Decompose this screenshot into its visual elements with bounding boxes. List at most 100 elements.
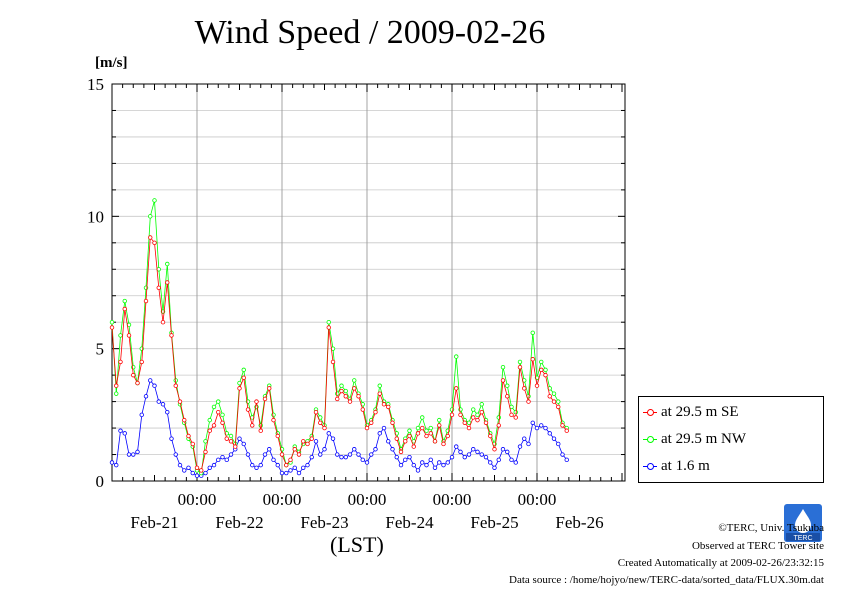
- x-tick-label-time: 00:00: [348, 490, 387, 509]
- data-point: [194, 465, 200, 470]
- data-point: [148, 214, 153, 219]
- legend-swatch-se: [643, 407, 657, 417]
- data-point: [143, 298, 149, 304]
- data-point: [441, 462, 446, 468]
- data-point: [160, 320, 166, 325]
- data-point: [560, 452, 565, 457]
- data-point: [207, 465, 212, 470]
- data-point: [500, 364, 506, 370]
- credit-created: Created Automatically at 2009-02-26/23:3…: [617, 557, 824, 569]
- logo-text: TERC: [793, 535, 812, 542]
- data-point: [279, 452, 285, 457]
- data-point: [339, 383, 344, 388]
- data-point: [292, 465, 297, 470]
- y-tick-label: 0: [96, 472, 105, 491]
- data-point: [305, 462, 310, 468]
- data-point: [369, 452, 374, 457]
- data-point: [356, 394, 361, 399]
- data-point: [517, 359, 523, 365]
- data-point: [152, 240, 157, 245]
- data-point: [547, 394, 552, 399]
- data-point: [250, 462, 255, 468]
- data-point: [398, 449, 404, 455]
- data-point: [369, 420, 374, 425]
- data-point: [432, 439, 438, 444]
- data-point: [279, 470, 285, 476]
- series-line: [111, 200, 568, 474]
- data-point: [190, 441, 195, 447]
- data-point: [165, 280, 170, 285]
- data-point: [182, 468, 187, 473]
- data-point: [556, 399, 561, 404]
- data-point: [449, 454, 455, 460]
- data-point: [131, 452, 136, 457]
- x-tick-label-time: 00:00: [433, 490, 472, 509]
- terc-logo-icon: TERC: [784, 504, 822, 542]
- data-point: [445, 433, 450, 439]
- data-point: [335, 452, 340, 457]
- data-point: [339, 454, 344, 460]
- data-point: [152, 383, 157, 388]
- data-point: [267, 447, 272, 452]
- data-point: [420, 415, 425, 420]
- data-point: [207, 417, 212, 423]
- x-tick-label-time: 00:00: [263, 490, 302, 509]
- data-point: [237, 386, 242, 391]
- data-point: [513, 415, 518, 420]
- data-point: [411, 462, 416, 468]
- data-point: [505, 449, 510, 455]
- data-point: [466, 452, 472, 457]
- data-point: [437, 423, 442, 428]
- data-point: [386, 439, 391, 444]
- data-point: [364, 425, 370, 431]
- data-point: [513, 460, 518, 465]
- data-point: [271, 457, 276, 463]
- credit-observed: Observed at TERC Tower site: [691, 540, 824, 552]
- data-point: [526, 399, 531, 404]
- data-point: [534, 383, 540, 388]
- data-point: [288, 468, 293, 473]
- data-point: [224, 436, 229, 441]
- data-point: [356, 452, 361, 457]
- data-point: [169, 333, 174, 338]
- data-point: [275, 462, 280, 468]
- x-tick-label-date: Feb-26: [555, 513, 603, 532]
- series-0: [109, 235, 569, 473]
- data-point: [492, 447, 497, 452]
- data-point: [437, 417, 442, 423]
- chart-grid: [112, 84, 625, 481]
- data-point: [335, 396, 340, 402]
- x-tick-label-date: Feb-21: [130, 513, 178, 532]
- data-point: [211, 404, 217, 410]
- data-point: [428, 431, 433, 436]
- data-point: [407, 428, 412, 433]
- data-point: [126, 333, 132, 338]
- credit-copyright: ©TERC, Univ. Tsukuba: [718, 522, 824, 534]
- data-point: [509, 412, 514, 418]
- data-point: [462, 420, 467, 425]
- data-point: [245, 452, 251, 457]
- data-point: [428, 425, 433, 431]
- legend-swatch-nw: [643, 434, 657, 444]
- data-point: [241, 367, 246, 373]
- data-point: [517, 364, 523, 370]
- data-point: [126, 452, 132, 457]
- data-point: [203, 470, 208, 476]
- data-point: [539, 367, 544, 373]
- data-point: [483, 420, 489, 425]
- data-point: [505, 383, 510, 388]
- data-point: [411, 444, 416, 449]
- data-point: [496, 457, 501, 463]
- data-point: [305, 441, 310, 447]
- data-point: [415, 425, 421, 431]
- data-point: [534, 425, 540, 431]
- data-point: [313, 409, 319, 415]
- data-point: [347, 452, 353, 457]
- data-point: [556, 441, 561, 447]
- data-point: [394, 436, 399, 441]
- data-point: [173, 383, 178, 388]
- data-point: [177, 462, 183, 468]
- data-point: [109, 320, 115, 325]
- data-point: [539, 359, 544, 365]
- data-point: [284, 462, 289, 468]
